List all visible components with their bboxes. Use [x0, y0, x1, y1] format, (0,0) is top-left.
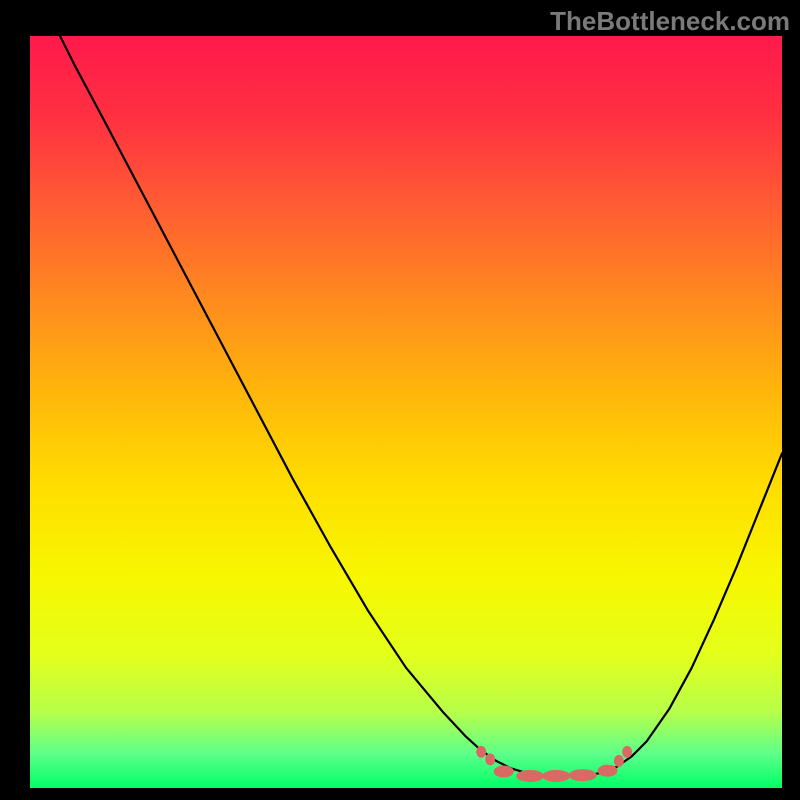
watermark: TheBottleneck.com	[550, 6, 790, 37]
marker-point	[598, 765, 618, 777]
marker-point	[516, 770, 544, 782]
marker-point	[614, 755, 624, 767]
marker-point	[485, 753, 495, 765]
marker-point	[542, 770, 570, 782]
marker-point	[569, 769, 597, 781]
marker-point	[622, 746, 632, 758]
chart-container: TheBottleneck.com	[0, 0, 800, 800]
plot-area	[30, 36, 782, 788]
chart-svg	[30, 36, 782, 788]
gradient-background	[30, 36, 782, 788]
marker-point	[494, 765, 514, 777]
marker-point	[476, 746, 486, 758]
